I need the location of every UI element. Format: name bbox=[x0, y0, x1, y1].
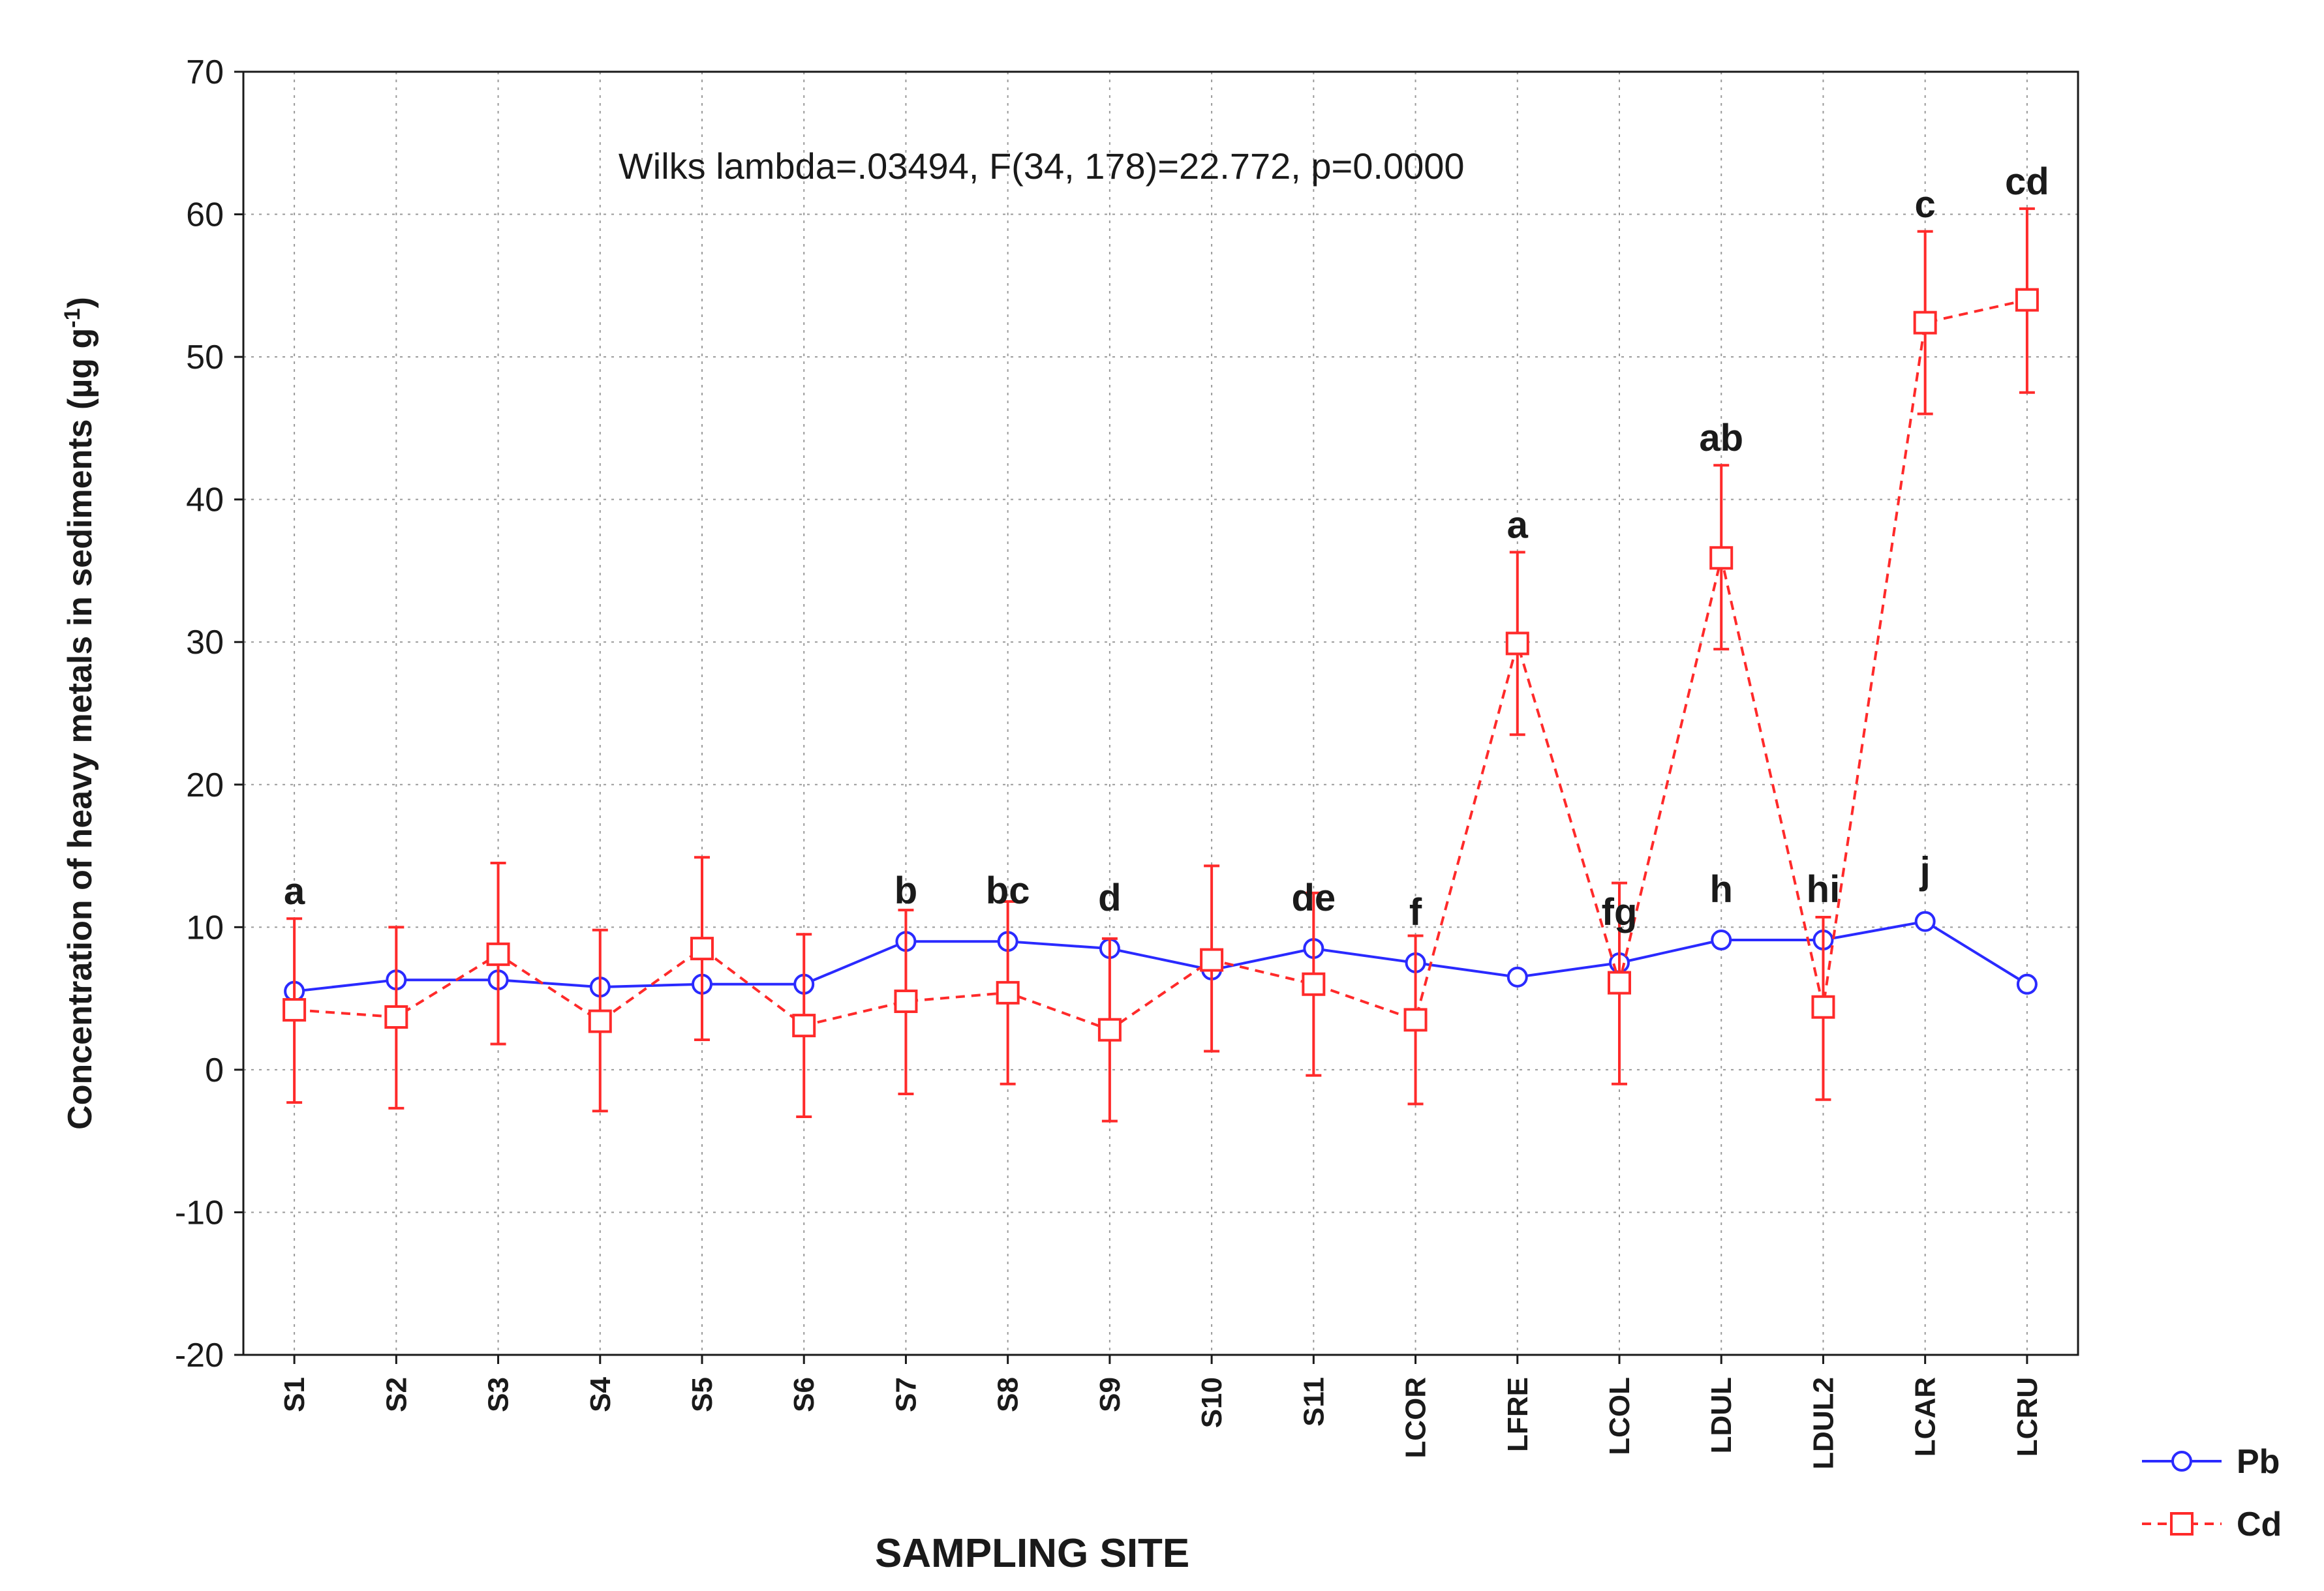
y-tick-label: 30 bbox=[186, 624, 224, 661]
x-tick-label: LCOL bbox=[1604, 1377, 1636, 1455]
data-point-cd bbox=[792, 1014, 816, 1038]
significance-letter: de bbox=[1291, 877, 1336, 919]
plot-area-frame bbox=[242, 70, 2079, 1356]
data-point-cd bbox=[1913, 311, 1937, 335]
significance-letter: a bbox=[1507, 504, 1529, 547]
y-tick-label: 0 bbox=[205, 1052, 224, 1089]
y-tick-label: 10 bbox=[186, 909, 224, 947]
wilks-annotation: Wilks lambda=.03494, F(34, 178)=22.772, … bbox=[619, 145, 1465, 187]
y-tick-label: 20 bbox=[186, 766, 224, 804]
x-tick-label: S3 bbox=[483, 1377, 515, 1412]
x-axis: S1 S2 S3 S4 S5 S6 S7 S8 S9 S10 S11 LCOR LFRE LCOL LDUL… bbox=[279, 1355, 2043, 1470]
x-tick-label: LDUL2 bbox=[1807, 1377, 1839, 1470]
y-tick-label: 70 bbox=[186, 53, 224, 91]
x-tick-label: S2 bbox=[380, 1377, 412, 1412]
y-tick-label: 50 bbox=[186, 339, 224, 376]
legend-label: Pb bbox=[2237, 1443, 2280, 1481]
legend-item-pb: Pb bbox=[2142, 1443, 2280, 1481]
significance-letter: fg bbox=[1602, 891, 1638, 933]
data-point-pb bbox=[1506, 966, 1528, 988]
significance-letter: bc bbox=[986, 870, 1030, 912]
x-tick-label: S10 bbox=[1196, 1377, 1228, 1428]
data-point-cd bbox=[2015, 288, 2039, 312]
data-point-pb bbox=[1914, 911, 1936, 932]
x-axis-title: SAMPLING SITE bbox=[875, 1531, 1189, 1576]
data-point-cd bbox=[1302, 972, 1326, 996]
significance-letters: b bc d de f fg h hi j a a ab c cd bbox=[284, 160, 2049, 933]
data-point-cd bbox=[1505, 631, 1529, 656]
data-point-cd bbox=[384, 1005, 408, 1029]
data-point-cd bbox=[1200, 948, 1224, 972]
data-point-cd bbox=[690, 937, 714, 961]
significance-letter: h bbox=[1710, 868, 1733, 911]
data-point-pb bbox=[1711, 930, 1732, 951]
data-point-cd bbox=[1608, 971, 1631, 995]
data-point-cd bbox=[894, 989, 918, 1013]
x-tick-label: S8 bbox=[992, 1377, 1024, 1412]
significance-letter: cd bbox=[2005, 160, 2049, 203]
significance-letter: hi bbox=[1807, 868, 1841, 911]
x-tick-label: S5 bbox=[686, 1377, 718, 1412]
data-point-pb bbox=[2016, 973, 2038, 995]
x-tick-label: S11 bbox=[1298, 1377, 1330, 1427]
data-point-cd bbox=[486, 942, 510, 966]
significance-letter: d bbox=[1098, 877, 1121, 919]
y-axis-title-end: ) bbox=[61, 297, 99, 308]
significance-letter: c bbox=[1915, 183, 1936, 226]
legend-item-cd: Cd bbox=[2142, 1506, 2282, 1543]
y-axis-title-superscript: -1 bbox=[60, 309, 85, 328]
significance-letter: b bbox=[894, 870, 917, 912]
x-tick-label: LCRU bbox=[2011, 1377, 2043, 1457]
y-tick-label: -20 bbox=[175, 1337, 224, 1374]
significance-letter: f bbox=[1409, 891, 1422, 933]
data-point-cd bbox=[588, 1009, 612, 1033]
data-point-cd bbox=[1811, 995, 1835, 1019]
series-layer bbox=[283, 207, 2039, 1123]
legend: Pb Cd bbox=[2142, 1443, 2282, 1543]
x-tick-label: S4 bbox=[585, 1376, 617, 1412]
x-tick-label: LCAR bbox=[1910, 1377, 1942, 1457]
legend-marker bbox=[2171, 1451, 2192, 1472]
significance-letter: ab bbox=[1699, 417, 1743, 459]
y-tick-label: -10 bbox=[175, 1194, 224, 1232]
x-tick-label: LFRE bbox=[1502, 1377, 1534, 1452]
data-point-cd bbox=[283, 998, 307, 1022]
x-tick-label: S6 bbox=[788, 1377, 820, 1412]
data-point-cd bbox=[1097, 1018, 1122, 1042]
y-axis-title: Concentration of heavy metals in sedimen… bbox=[60, 297, 99, 1130]
significance-letter: a bbox=[284, 870, 305, 913]
legend-marker bbox=[2170, 1512, 2194, 1536]
data-point-cd bbox=[1403, 1008, 1428, 1032]
y-axis: -20 -10 0 10 20 30 40 50 60 70 bbox=[175, 53, 243, 1374]
x-tick-label: LCOR bbox=[1400, 1377, 1432, 1459]
x-tick-label: S9 bbox=[1094, 1377, 1126, 1412]
significance-letter: j bbox=[1919, 850, 1931, 892]
x-tick-label: S1 bbox=[279, 1377, 311, 1412]
x-tick-label: S7 bbox=[890, 1377, 922, 1412]
y-tick-label: 60 bbox=[186, 196, 224, 234]
y-tick-label: 40 bbox=[186, 481, 224, 519]
series-line-cd bbox=[294, 298, 2028, 1031]
series-line-pb bbox=[294, 920, 2028, 993]
data-point-cd bbox=[996, 980, 1020, 1005]
legend-label: Cd bbox=[2237, 1506, 2282, 1543]
y-axis-title-text: Concentration of heavy metals in sedimen… bbox=[61, 328, 99, 1130]
data-point-cd bbox=[1709, 546, 1734, 570]
series-cd bbox=[283, 207, 2039, 1123]
x-tick-label: LDUL bbox=[1705, 1377, 1737, 1453]
